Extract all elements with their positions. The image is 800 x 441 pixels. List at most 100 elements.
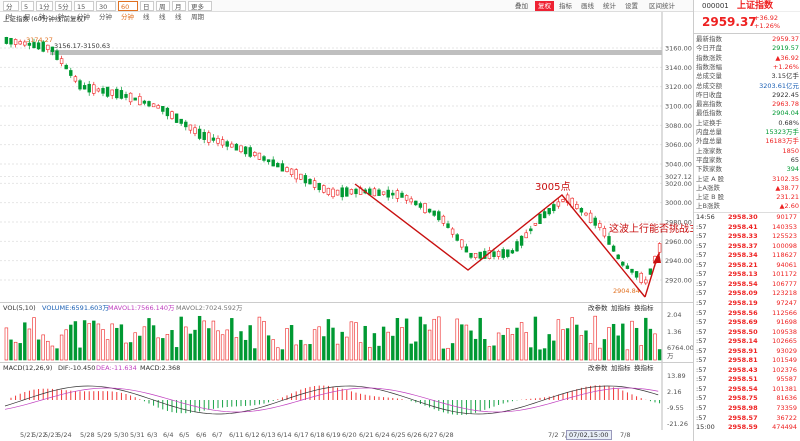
volume-bar: [184, 326, 188, 361]
candle-body: [92, 84, 96, 94]
y-tick-label: 2960.00: [665, 238, 692, 246]
toolbar-menu-1[interactable]: 叠加: [515, 2, 528, 10]
tick-time: :57: [696, 384, 707, 393]
period-tab-5[interactable]: 15分钟: [74, 1, 94, 21]
candle-body: [9, 37, 13, 45]
candle-body: [584, 212, 588, 216]
tick-time: :57: [696, 337, 707, 346]
macd-button-1[interactable]: 改参数: [588, 363, 608, 372]
toolbar-menu-6[interactable]: 设置: [625, 2, 638, 10]
candle-body: [138, 96, 142, 106]
dif-value: DIF:-10.450: [58, 364, 95, 372]
candle-body: [538, 213, 542, 224]
current-price: 2959.37: [702, 15, 757, 29]
indicator-charts[interactable]: VOL(5,10) VOLUME:6591.603万 MAVOL1:7566.140…: [0, 302, 693, 430]
stat-value: +1.26%: [772, 62, 799, 71]
toolbar-menu-3[interactable]: 指标: [559, 2, 572, 10]
tick-time: :57: [696, 404, 707, 412]
macd-button-2[interactable]: 加指标: [611, 363, 631, 372]
tick-price: 2958.54: [728, 279, 758, 288]
y-tick-label: 3160.00: [665, 45, 692, 53]
volume-bar: [588, 343, 593, 361]
volume-bar: [64, 329, 68, 361]
y-tick-label: 3140.00: [665, 64, 692, 72]
macd-tick-label: -9.55: [667, 404, 684, 412]
date-label: 5/23: [44, 431, 59, 439]
toolbar-menu-7[interactable]: 区间统计: [649, 2, 675, 10]
kline-chart[interactable]: 3160.00 3140.00 3120.00 3100.00 3080.00 3060.…: [0, 12, 693, 302]
period-tab-1[interactable]: 分时: [3, 1, 19, 21]
volume-bar: [552, 340, 556, 361]
date-label: 5/30: [114, 431, 129, 439]
y-tick-label: 3100.00: [665, 103, 692, 111]
volume-bar: [441, 348, 446, 361]
candle-body: [510, 250, 515, 254]
stat-label: 上证 B 股: [696, 193, 725, 202]
candle-body: [501, 249, 505, 258]
period-tab-11[interactable]: 更多周期: [188, 1, 212, 21]
trend-annotations: 3005点这波上行能否挑战3005点。: [354, 181, 693, 298]
candle-body: [331, 188, 335, 198]
period-tab-8[interactable]: 日线: [140, 1, 154, 21]
stat-label: 上B涨跌: [696, 202, 720, 211]
tick-vol: 102376: [772, 365, 797, 374]
candle-body: [317, 182, 321, 191]
volume-bar: [354, 322, 358, 361]
candle-body: [188, 124, 193, 131]
period-tab-6[interactable]: 30分钟: [96, 1, 116, 21]
tick-time: :57: [696, 279, 707, 288]
tick-row: :57 2958.54 101381: [694, 385, 800, 394]
tick-price: 2958.56: [728, 308, 758, 317]
tick-row: :57 2958.56 112566: [694, 309, 800, 318]
date-label: 6/19: [326, 431, 341, 439]
tick-row: :57 2958.14 102665: [694, 337, 800, 346]
toolbar-menu-2[interactable]: 复权: [535, 1, 554, 11]
period-tab-2[interactable]: 5日: [21, 1, 34, 21]
volume-bar: [138, 335, 142, 361]
period-tab-9[interactable]: 周线: [156, 1, 170, 21]
toolbar-menu-5[interactable]: 统计: [603, 2, 616, 10]
tick-row: :57 2958.43 102376: [694, 366, 800, 375]
candle-body: [418, 203, 423, 208]
period-tab-4[interactable]: 5分钟: [55, 1, 72, 21]
stat-value: 2959.37: [772, 35, 799, 43]
stat-label: 指数涨跌: [696, 53, 722, 62]
volume-bar: [483, 339, 487, 361]
tick-time: :57: [696, 270, 707, 279]
tick-row: :57 2958.13 101172: [694, 270, 800, 279]
volume-bar: [110, 323, 114, 361]
candle-body: [289, 168, 294, 176]
price-change-pct: +1.26%: [754, 22, 781, 30]
vol-button-3[interactable]: 换指标: [634, 303, 654, 312]
toolbar-menu-4[interactable]: 画线: [581, 2, 594, 10]
volume-bar: [289, 325, 294, 361]
tick-price: 2958.43: [728, 365, 758, 374]
volume-bar: [156, 337, 160, 361]
volume-bar: [377, 345, 381, 361]
stat-value: 0.68%: [778, 118, 799, 127]
vol-button-2[interactable]: 加指标: [611, 303, 631, 312]
volume-bar: [657, 349, 662, 361]
macd-button-3[interactable]: 换指标: [634, 363, 654, 372]
candle-body: [27, 42, 32, 46]
volume-bar: [133, 332, 137, 361]
tick-vol: 100098: [772, 241, 797, 250]
period-tab-10[interactable]: 月线: [172, 1, 186, 21]
tick-price: 2958.09: [728, 289, 758, 298]
quote-price-box: 2959.37 +36.92 +1.26%: [694, 12, 800, 34]
period-tab-3[interactable]: 1分钟: [36, 1, 53, 21]
volume-bar: [625, 349, 630, 361]
period-tab-7[interactable]: 60分钟: [118, 1, 138, 21]
volume-bar: [570, 317, 574, 361]
volume-bar: [598, 347, 602, 361]
candle-body: [105, 86, 110, 97]
volume-bar: [243, 339, 248, 361]
candle-body: [262, 156, 266, 161]
tick-price: 2958.98: [728, 404, 758, 412]
vol-button-1[interactable]: 改参数: [588, 303, 608, 312]
stat-row-4: 指数涨幅 +1.26%: [694, 63, 800, 72]
volume-bar: [450, 343, 455, 361]
volume-bar: [9, 339, 13, 361]
candle-body: [312, 180, 317, 188]
quote-panel: 000001 上证指数 2959.37 +36.92 +1.26% 最新指数 29…: [693, 0, 800, 441]
